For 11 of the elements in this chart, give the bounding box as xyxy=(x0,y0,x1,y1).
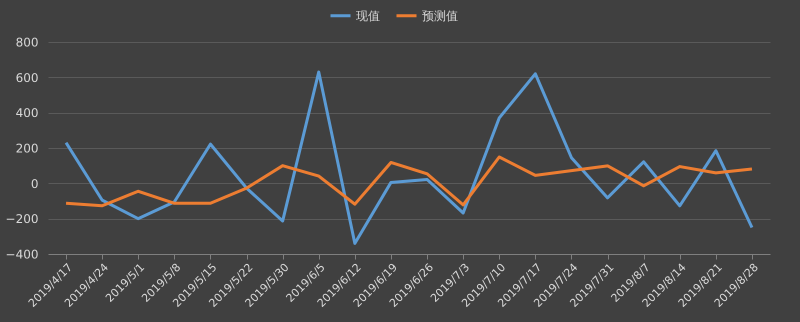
line-series xyxy=(64,156,754,208)
y-tick-label: −200 xyxy=(6,212,38,226)
legend-label: 现值 xyxy=(356,8,380,23)
line-series xyxy=(64,70,754,245)
y-tick-label: 200 xyxy=(16,142,38,156)
y-tick-label: −400 xyxy=(6,248,38,262)
y-tick-label: 400 xyxy=(16,106,38,120)
y-tick-label: 600 xyxy=(16,70,38,85)
y-tick-label: 0 xyxy=(30,176,38,191)
legend-label: 预测值 xyxy=(422,8,458,23)
y-tick-label: 800 xyxy=(16,36,38,50)
